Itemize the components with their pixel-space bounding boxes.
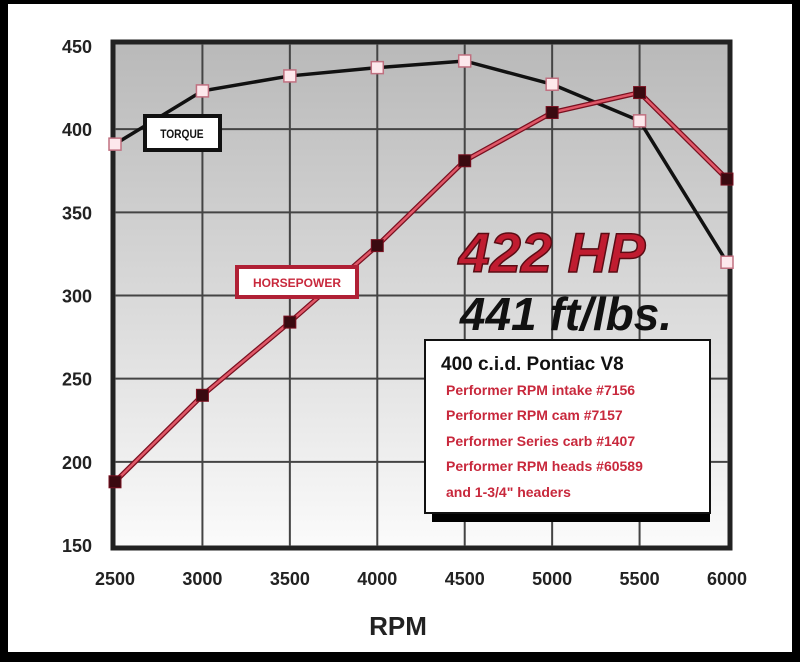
spec-line: Performer RPM heads #60589 [446, 458, 643, 474]
spec-line: Performer RPM intake #7156 [446, 382, 635, 398]
x-tick-label: 2500 [95, 569, 135, 589]
x-axis-label: RPM [369, 611, 427, 641]
data-point [720, 255, 734, 269]
series-line [114, 59, 729, 264]
spec-line: Performer Series carb #1407 [446, 433, 635, 449]
spec-title: 400 c.i.d. Pontiac V8 [441, 354, 624, 375]
series-torque [108, 54, 734, 269]
y-tick-label: 350 [62, 203, 92, 223]
data-point [545, 106, 559, 120]
data-point [283, 69, 297, 83]
x-tick-label: 4000 [357, 569, 397, 589]
data-point [370, 60, 385, 75]
x-tick-label: 4500 [445, 569, 485, 589]
spec-box: 400 c.i.d. Pontiac V8 Performer RPM inta… [424, 339, 711, 522]
data-point [458, 154, 472, 168]
x-tick-label: 3000 [182, 569, 222, 589]
data-point [633, 86, 647, 100]
data-point [545, 77, 559, 92]
x-tick-label: 3500 [270, 569, 310, 589]
spec-line: and 1-3/4" headers [446, 484, 571, 500]
torque-headline: 441 ft/lbs. [459, 288, 672, 340]
spec-line: Performer RPM cam #7157 [446, 407, 623, 423]
horsepower-label-text: HORSEPOWER [253, 276, 341, 290]
torque-label: TORQUE [143, 114, 222, 152]
y-tick-label: 150 [62, 536, 92, 556]
data-point [108, 475, 122, 489]
torque-label-text: TORQUE [160, 128, 203, 141]
series-horsepower [108, 86, 734, 489]
x-tick-labels: 2500 3000 3500 4000 4500 5000 5500 6000 [95, 569, 747, 589]
data-point [108, 137, 122, 151]
data-point [720, 172, 734, 186]
data-point [457, 54, 472, 68]
y-tick-label: 300 [62, 287, 92, 307]
data-point [632, 114, 647, 128]
y-tick-label: 200 [62, 453, 92, 473]
chart-frame: 150 200 250 300 350 400 450 2500 3000 3500 4000 45… [8, 4, 792, 652]
data-point [195, 388, 209, 402]
data-point [283, 315, 297, 329]
y-tick-label: 400 [62, 120, 92, 140]
x-tick-label: 6000 [707, 569, 747, 589]
hp-headline: 422 HP [458, 221, 646, 284]
y-tick-label: 250 [62, 370, 92, 390]
series-line [114, 91, 728, 483]
y-tick-label: 450 [62, 37, 92, 57]
x-tick-label: 5500 [620, 569, 660, 589]
data-point [370, 239, 384, 253]
data-point [195, 84, 210, 98]
y-tick-labels: 150 200 250 300 350 400 450 [62, 37, 92, 556]
x-tick-label: 5000 [532, 569, 572, 589]
horsepower-label: HORSEPOWER [235, 265, 359, 299]
